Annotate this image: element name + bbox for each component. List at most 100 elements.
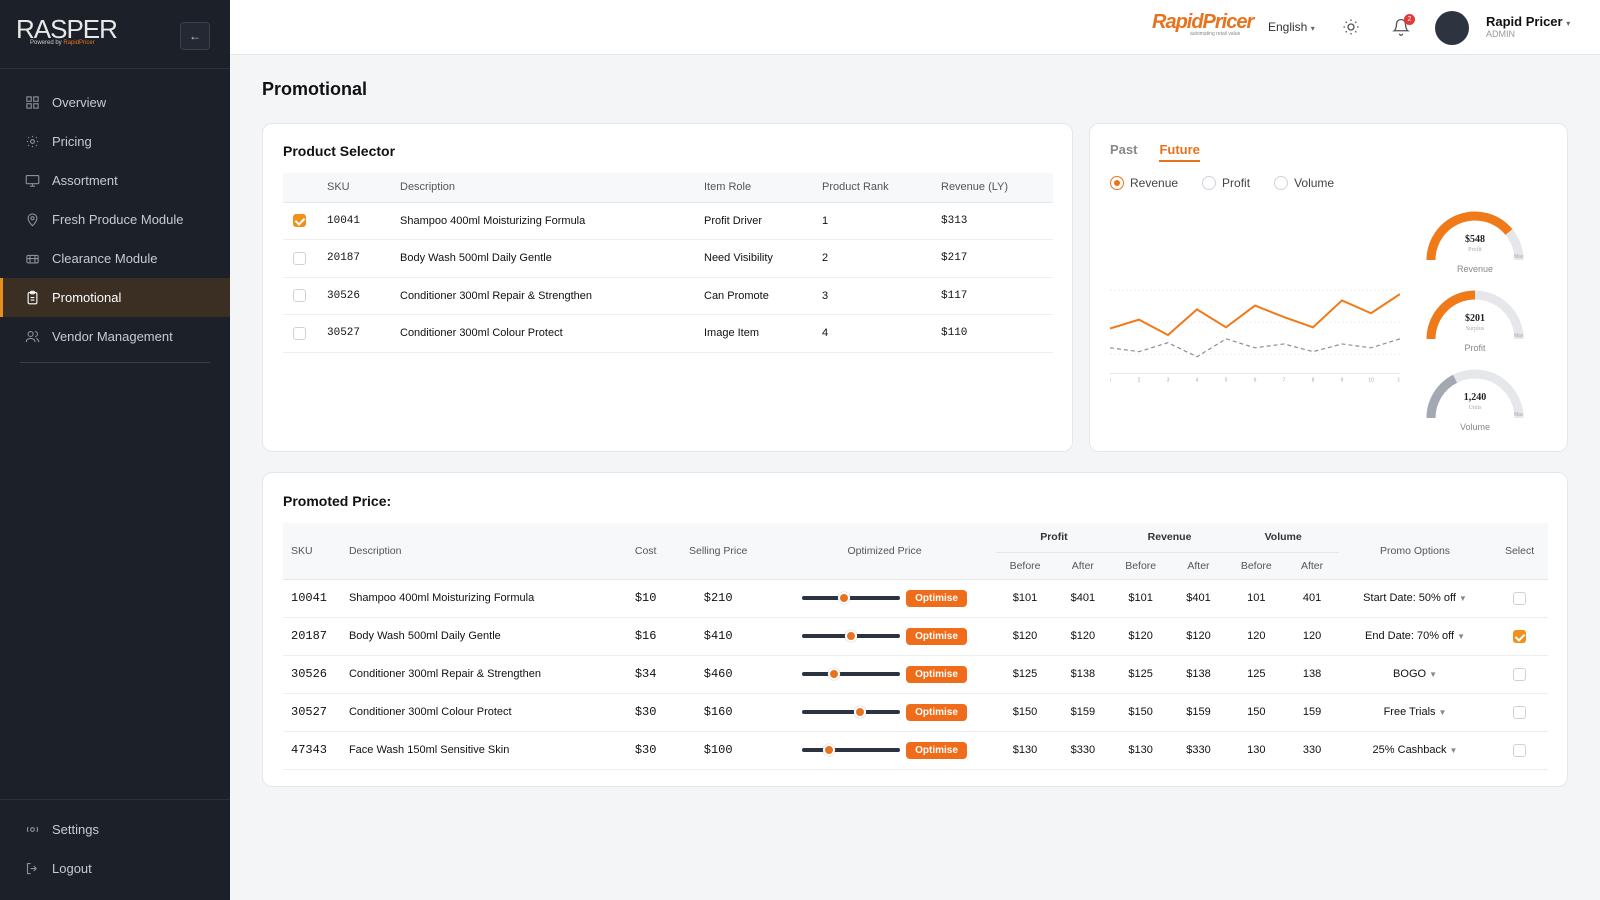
volume-after-cell: 330 (1285, 731, 1339, 770)
price-slider[interactable] (802, 744, 901, 756)
sun-icon (24, 134, 40, 150)
description-cell: Shampoo 400ml Moisturizing Formula (400, 202, 704, 240)
row-checkbox[interactable] (293, 251, 306, 265)
table-row[interactable]: 20187 Body Wash 500ml Daily Gentle Need Vi… (283, 239, 1053, 278)
slider-handle[interactable] (845, 630, 858, 642)
promo-option-dropdown[interactable]: BOGO ▼ (1338, 655, 1492, 694)
col-revenue-before: Before (1111, 552, 1170, 580)
revenue-after-cell: $330 (1169, 731, 1228, 770)
theme-toggle-icon[interactable] (1342, 18, 1360, 41)
logo-area: RASPER Powered by RapidPricer ← (0, 0, 230, 69)
page-title: Promotional (262, 79, 368, 99)
cost-cell: $30 (627, 693, 664, 732)
table-row: 30527 Conditioner 300ml Colour Protect $30… (283, 693, 1548, 732)
profit-after-cell: $159 (1053, 693, 1112, 732)
tab-past[interactable]: Past (1110, 142, 1138, 157)
cost-cell: $16 (627, 617, 664, 656)
promo-option-dropdown[interactable]: 25% Cashback ▼ (1338, 731, 1492, 770)
slider-handle[interactable] (827, 668, 840, 680)
optimise-button[interactable]: Optimise (906, 627, 967, 645)
grid-icon (24, 95, 40, 111)
collapse-sidebar-button[interactable]: ← (180, 22, 210, 50)
slider-handle[interactable] (853, 706, 866, 718)
select-checkbox[interactable] (1513, 629, 1527, 643)
col-profit: Profit (996, 523, 1112, 553)
promo-option-dropdown[interactable]: Free Trials ▼ (1338, 693, 1492, 732)
select-checkbox[interactable] (1513, 743, 1527, 757)
price-slider[interactable] (802, 592, 901, 604)
selling-price-cell: $160 (663, 693, 773, 732)
topbar: RapidPricer automating retail value Engl… (230, 0, 1600, 55)
radio-volume[interactable]: Volume (1274, 176, 1334, 190)
row-checkbox[interactable] (293, 326, 306, 340)
promo-option-dropdown[interactable]: Start Date: 50% off ▼ (1338, 579, 1492, 618)
col-item-role: Item Role (704, 173, 822, 203)
radio-revenue[interactable]: Revenue (1110, 176, 1178, 190)
sku-cell: 10041 (327, 202, 400, 240)
nav-divider (20, 362, 210, 363)
product-rank-cell: 4 (822, 314, 941, 353)
gauge-revenue: $548 Profit Max Revenue (1420, 204, 1540, 283)
logo-tagline: Powered by RapidPricer (30, 40, 95, 46)
slider-handle[interactable] (838, 592, 851, 604)
price-slider[interactable] (802, 706, 901, 718)
table-row[interactable]: 30527 Conditioner 300ml Colour Protect Ima… (283, 314, 1053, 353)
price-slider[interactable] (802, 668, 901, 680)
clipboard-icon (24, 290, 40, 306)
gauge-label: Profit (1464, 343, 1486, 353)
x-tick-label: 6 (1254, 377, 1257, 383)
sidebar-item-logout[interactable]: Logout (0, 849, 230, 888)
table-row[interactable]: 10041 Shampoo 400ml Moisturizing Formula P… (283, 202, 1053, 240)
language-select[interactable]: English ▾ (1268, 20, 1315, 34)
col-sku: SKU (327, 173, 400, 203)
revenue-after-cell: $138 (1169, 655, 1228, 694)
sidebar-item-promotional[interactable]: Promotional (0, 278, 230, 317)
promoted-price-table: SKU Description Cost Selling Price Optim… (283, 523, 1548, 770)
sidebar-item-overview[interactable]: Overview (0, 83, 230, 122)
cost-cell: $10 (627, 579, 664, 618)
revenue-before-cell: $101 (1111, 579, 1170, 618)
sidebar-item-clearance-module[interactable]: Clearance Module (0, 239, 230, 278)
col-optimized-price: Optimized Price (772, 523, 997, 580)
volume-after-cell: 159 (1285, 693, 1339, 732)
table-row[interactable]: 30526 Conditioner 300ml Repair & Strength… (283, 277, 1053, 315)
select-cell (1491, 579, 1548, 618)
price-slider[interactable] (802, 630, 901, 642)
avatar[interactable] (1435, 11, 1469, 45)
revenue-before-cell: $130 (1111, 731, 1170, 770)
sidebar-item-label: Settings (52, 822, 99, 837)
map-pin-icon (24, 212, 40, 228)
select-cell (1491, 617, 1548, 656)
optimise-button[interactable]: Optimise (906, 665, 967, 683)
select-cell (1491, 731, 1548, 770)
table-row: 20187 Body Wash 500ml Daily Gentle $16 $410… (283, 617, 1548, 656)
optimise-button[interactable]: Optimise (906, 741, 967, 759)
optimise-button[interactable]: Optimise (906, 589, 967, 607)
bell-icon[interactable] (1392, 18, 1410, 41)
gauge-sub: Surplus (1465, 326, 1485, 332)
row-checkbox[interactable] (293, 214, 306, 228)
select-checkbox[interactable] (1513, 591, 1527, 605)
user-menu[interactable]: Rapid Pricer ▾ (1486, 14, 1571, 29)
sidebar-item-vendor-management[interactable]: Vendor Management (0, 317, 230, 356)
promo-option-dropdown[interactable]: End Date: 70% off ▼ (1338, 617, 1492, 656)
logout-icon (24, 861, 40, 877)
optimise-button[interactable]: Optimise (906, 703, 967, 721)
sidebar-item-settings[interactable]: Settings (0, 810, 230, 849)
select-checkbox[interactable] (1513, 705, 1527, 719)
x-tick-label: 1 (1110, 377, 1112, 383)
tab-future[interactable]: Future (1159, 142, 1200, 162)
cost-cell: $30 (627, 731, 664, 770)
radio-profit[interactable]: Profit (1202, 176, 1250, 190)
selling-price-cell: $410 (663, 617, 773, 656)
select-checkbox[interactable] (1513, 667, 1527, 681)
forecast-card: Past Future Revenue Profit Volume 1 2 3 4 5 6… (1089, 123, 1568, 452)
row-checkbox[interactable] (293, 289, 306, 303)
gauge-fill (1426, 374, 1458, 419)
sidebar-item-pricing[interactable]: Pricing (0, 122, 230, 161)
slider-handle[interactable] (822, 744, 835, 756)
sidebar-item-label: Logout (52, 861, 92, 876)
sidebar-item-fresh-produce-module[interactable]: Fresh Produce Module (0, 200, 230, 239)
sidebar-item-assortment[interactable]: Assortment (0, 161, 230, 200)
item-role-cell: Can Promote (704, 277, 822, 315)
